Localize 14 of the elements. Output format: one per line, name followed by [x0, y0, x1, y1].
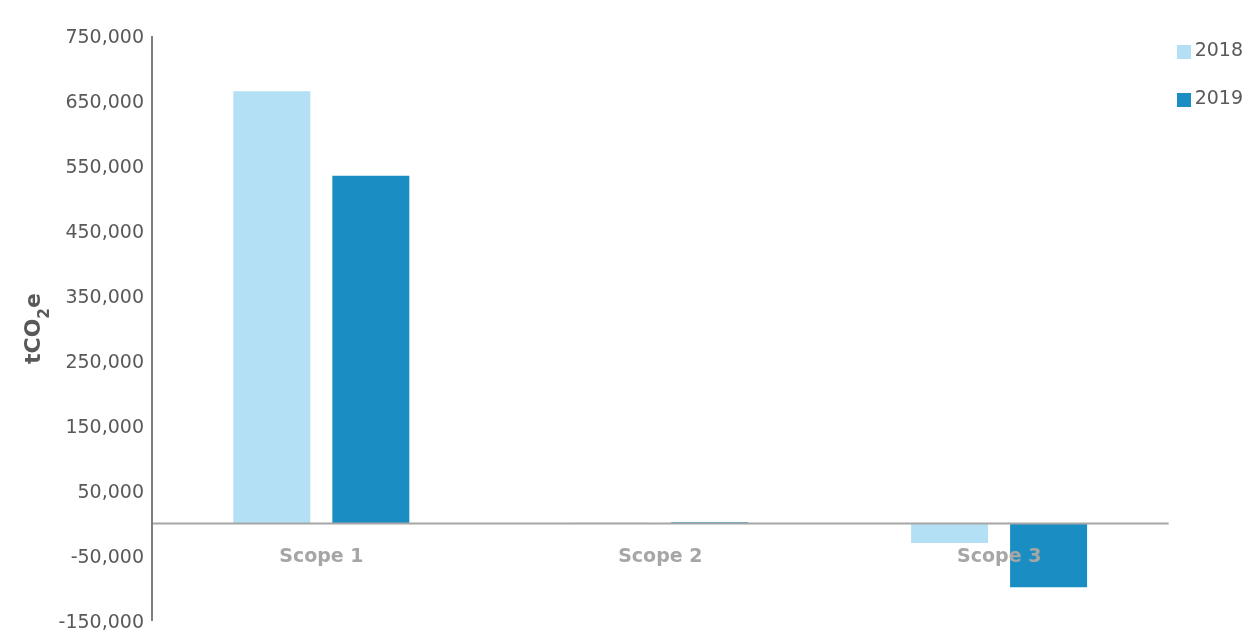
y-tick-label: 550,000: [65, 154, 144, 177]
y-tick-label: -150,000: [58, 609, 144, 630]
y-tick-label: 50,000: [77, 479, 144, 502]
legend-label: 2019: [1194, 86, 1243, 108]
y-tick-label: 750,000: [65, 24, 144, 47]
y-tick-label: 350,000: [65, 284, 144, 307]
y-tick-label: 250,000: [65, 349, 144, 372]
y-tick-label: 150,000: [65, 414, 144, 437]
y-tick-label: -50,000: [70, 544, 144, 567]
x-tick-label: Scope 1: [279, 543, 364, 566]
y-tick-label: 650,000: [65, 89, 144, 112]
y-tick-label: 450,000: [65, 219, 144, 242]
legend-label: 2018: [1194, 38, 1243, 60]
x-tick-label: Scope 2: [618, 543, 703, 566]
